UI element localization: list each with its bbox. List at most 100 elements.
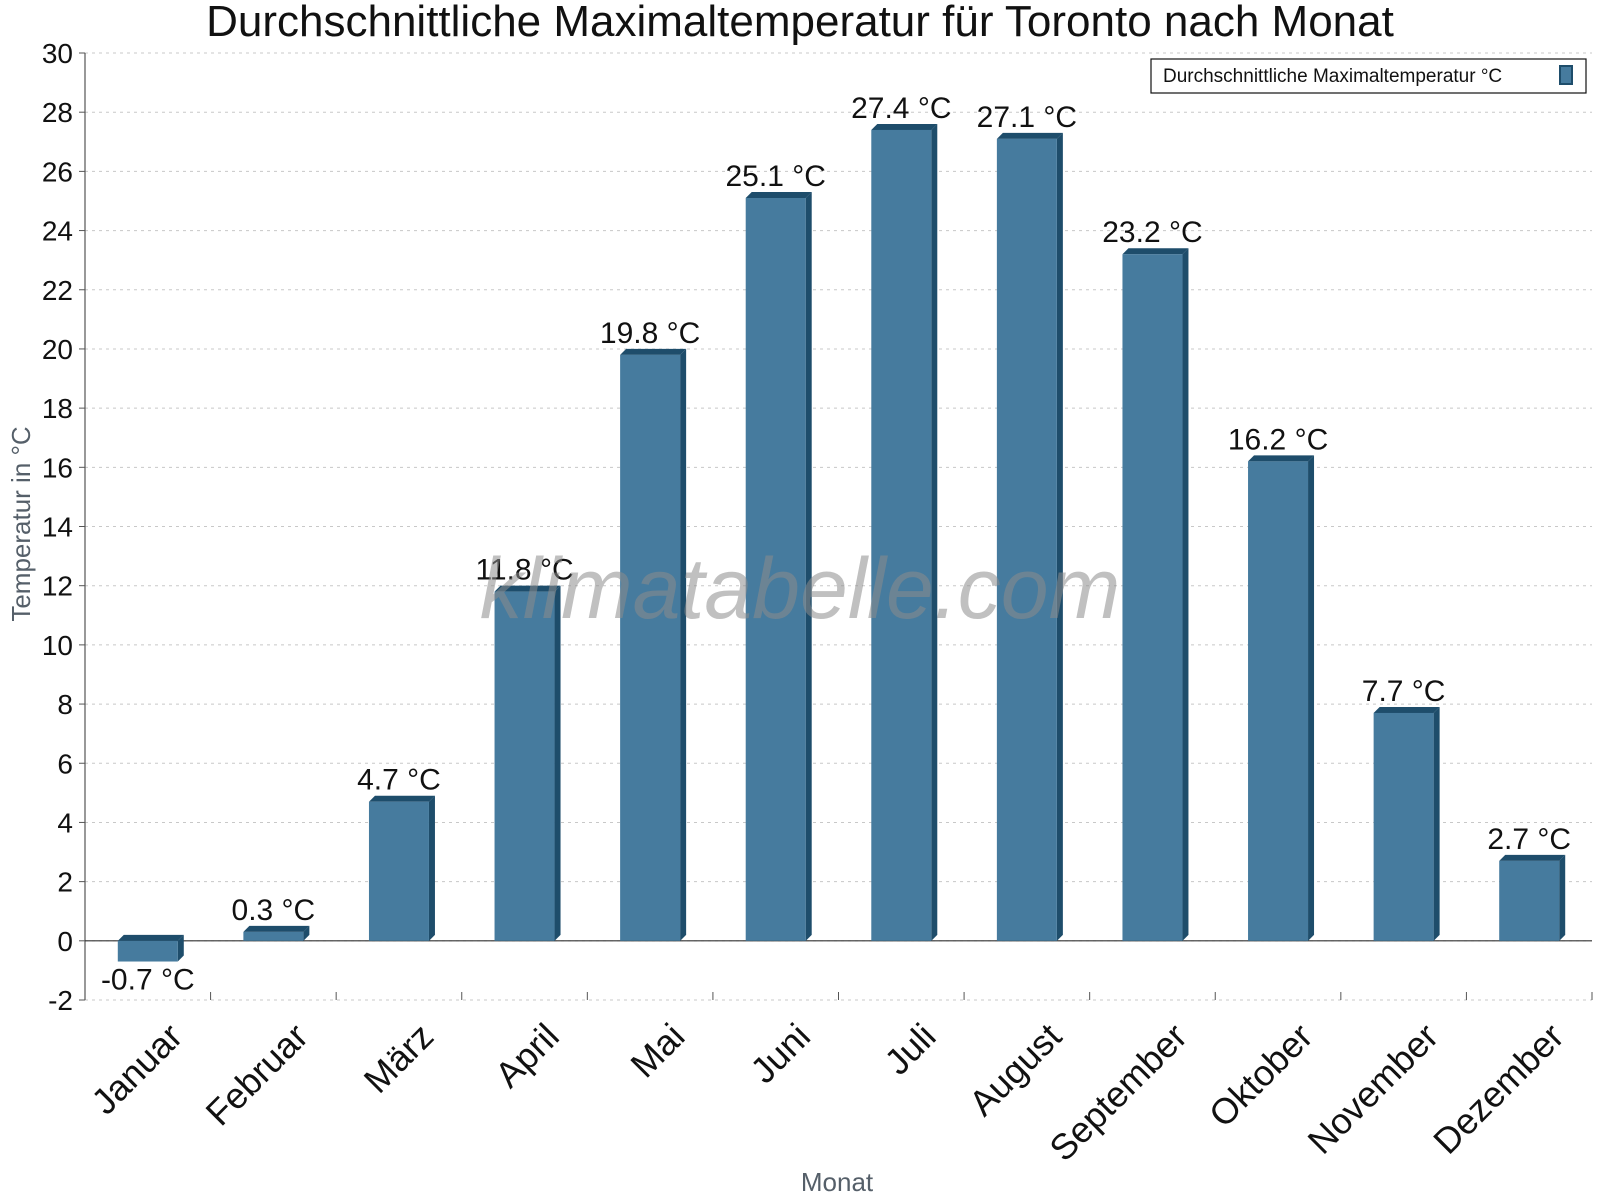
bar-top-face bbox=[871, 123, 938, 130]
bar bbox=[368, 795, 435, 941]
bar-top-face bbox=[745, 192, 812, 199]
bar-top-face bbox=[243, 925, 310, 932]
bar-top-face bbox=[1248, 455, 1315, 462]
data-label: 2.7 °C bbox=[1487, 823, 1571, 856]
data-label: 27.4 °C bbox=[851, 92, 951, 125]
data-label: 25.1 °C bbox=[726, 160, 826, 193]
bar bbox=[117, 934, 184, 962]
x-axis-label: Monat bbox=[801, 1167, 874, 1197]
y-tick-label: 0 bbox=[57, 926, 73, 957]
bar-front-face bbox=[1122, 254, 1183, 941]
x-tick-label: Juli bbox=[876, 1015, 943, 1082]
data-label: 27.1 °C bbox=[977, 101, 1077, 134]
bar-front-face bbox=[1373, 712, 1434, 941]
bar-front-face bbox=[1499, 860, 1560, 941]
bar bbox=[243, 925, 310, 941]
bar-side-face bbox=[805, 192, 812, 941]
data-label: 7.7 °C bbox=[1362, 675, 1446, 708]
bar bbox=[1499, 854, 1566, 941]
x-tick-label: November bbox=[1300, 1015, 1446, 1161]
bar-top-face bbox=[494, 585, 561, 592]
y-tick-label: 10 bbox=[42, 630, 73, 661]
bar-top-face bbox=[1499, 854, 1566, 861]
bar bbox=[996, 132, 1063, 941]
chart-title: Durchschnittliche Maximaltemperatur für … bbox=[206, 0, 1394, 46]
bar bbox=[620, 348, 687, 941]
bar-side-face bbox=[428, 795, 435, 941]
bar-front-face bbox=[620, 354, 681, 941]
y-tick-label: 20 bbox=[42, 334, 73, 365]
x-tick-label: Februar bbox=[198, 1015, 316, 1133]
data-label: 0.3 °C bbox=[232, 894, 316, 927]
bars bbox=[117, 123, 1566, 962]
bar-front-face bbox=[871, 129, 932, 941]
bar-top-face bbox=[368, 795, 435, 802]
bar-front-face bbox=[1248, 461, 1309, 941]
y-tick-label: -2 bbox=[48, 985, 73, 1016]
bar-top-face bbox=[996, 132, 1063, 139]
axes bbox=[79, 52, 1593, 1001]
bar bbox=[494, 585, 561, 941]
bar-side-face bbox=[554, 585, 561, 941]
bar-side-face bbox=[680, 348, 687, 941]
y-axis-label: Temperatur in °C bbox=[6, 426, 36, 621]
y-tick-label: 26 bbox=[42, 156, 73, 187]
y-tick-label: 16 bbox=[42, 452, 73, 483]
bar-side-face bbox=[1182, 248, 1189, 941]
bar-top-face bbox=[1373, 706, 1440, 713]
x-tick-label: März bbox=[356, 1015, 442, 1101]
watermark: klimatabelle.com bbox=[480, 541, 1120, 637]
x-tick-label: April bbox=[487, 1015, 567, 1095]
bar bbox=[1122, 248, 1189, 941]
y-tick-label: 24 bbox=[42, 216, 73, 247]
bar-front-face bbox=[117, 940, 178, 962]
x-tick-label: Mai bbox=[622, 1015, 692, 1085]
bar bbox=[1248, 455, 1315, 941]
bar bbox=[871, 123, 938, 941]
bar-side-face bbox=[1056, 132, 1063, 941]
bar-front-face bbox=[243, 931, 304, 941]
bar-side-face bbox=[303, 925, 310, 941]
y-tick-label: 28 bbox=[42, 97, 73, 128]
data-labels: -0.7 °C 0.3 °C 4.7 °C 11.8 °C 19.8 °C 25.1 °C… bbox=[101, 92, 1571, 997]
bar bbox=[745, 192, 812, 941]
y-tick-label: 2 bbox=[57, 867, 73, 898]
bar-front-face bbox=[368, 801, 429, 941]
bar-top-face bbox=[1122, 248, 1189, 255]
y-tick-label: 4 bbox=[57, 807, 73, 838]
bar-front-face bbox=[996, 138, 1057, 941]
bar-side-face bbox=[931, 123, 938, 941]
bar-side-face bbox=[1559, 854, 1566, 941]
bar-top-face bbox=[117, 934, 184, 941]
data-label: 23.2 °C bbox=[1102, 216, 1202, 249]
bar-front-face bbox=[494, 591, 555, 941]
y-tick-label: 18 bbox=[42, 393, 73, 424]
y-tick-label: 12 bbox=[42, 571, 73, 602]
data-label: 16.2 °C bbox=[1228, 423, 1328, 456]
legend-box bbox=[1150, 58, 1587, 94]
y-tick-label: 6 bbox=[57, 748, 73, 779]
bar-top-face bbox=[620, 348, 687, 355]
bar-side-face bbox=[177, 934, 184, 962]
y-tick-label: 30 bbox=[42, 38, 73, 69]
bar-front-face bbox=[745, 198, 806, 941]
data-label: -0.7 °C bbox=[101, 964, 195, 997]
y-tick-label: 22 bbox=[42, 275, 73, 306]
x-tick-label: Juni bbox=[742, 1015, 818, 1091]
y-tick-label: 14 bbox=[42, 512, 73, 543]
gridlines bbox=[85, 52, 1592, 1001]
legend-swatch bbox=[1559, 65, 1573, 85]
y-tick-label: 8 bbox=[57, 689, 73, 720]
legend: Durchschnittliche Maximaltemperatur °C bbox=[1150, 58, 1587, 94]
x-tick-label: August bbox=[961, 1015, 1069, 1123]
bar-side-face bbox=[1308, 455, 1315, 941]
legend-label: Durchschnittliche Maximaltemperatur °C bbox=[1163, 66, 1502, 87]
bar-side-face bbox=[1433, 706, 1440, 941]
x-tick-label: Oktober bbox=[1201, 1015, 1321, 1135]
data-label: 4.7 °C bbox=[357, 764, 441, 797]
x-tick-label: September bbox=[1041, 1015, 1195, 1169]
x-tick-label: Dezember bbox=[1425, 1015, 1571, 1161]
bar bbox=[1373, 706, 1440, 941]
